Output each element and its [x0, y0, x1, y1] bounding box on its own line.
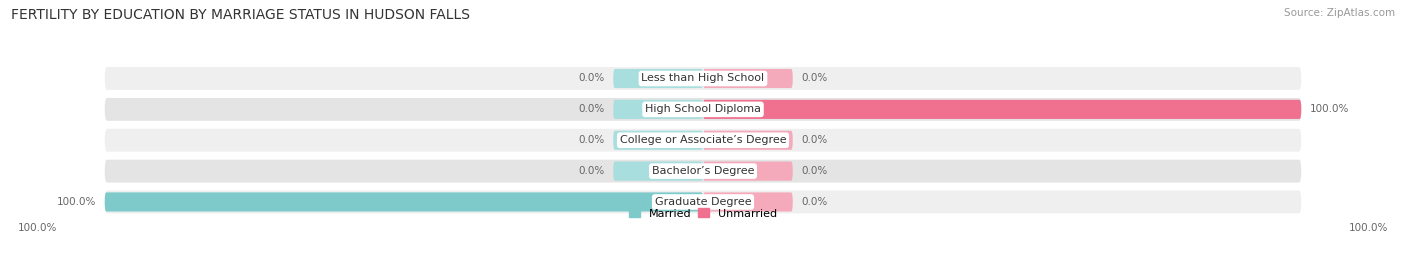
Text: College or Associate’s Degree: College or Associate’s Degree: [620, 135, 786, 145]
FancyBboxPatch shape: [613, 69, 703, 88]
FancyBboxPatch shape: [703, 192, 793, 211]
Text: 100.0%: 100.0%: [56, 197, 96, 207]
Text: FERTILITY BY EDUCATION BY MARRIAGE STATUS IN HUDSON FALLS: FERTILITY BY EDUCATION BY MARRIAGE STATU…: [11, 8, 470, 22]
Text: 0.0%: 0.0%: [801, 135, 828, 145]
Text: Source: ZipAtlas.com: Source: ZipAtlas.com: [1284, 8, 1395, 18]
Text: 100.0%: 100.0%: [1310, 104, 1350, 114]
FancyBboxPatch shape: [104, 98, 1302, 121]
Text: 0.0%: 0.0%: [801, 197, 828, 207]
FancyBboxPatch shape: [703, 100, 1302, 119]
Text: Graduate Degree: Graduate Degree: [655, 197, 751, 207]
Text: 0.0%: 0.0%: [578, 73, 605, 83]
FancyBboxPatch shape: [104, 160, 1302, 183]
Text: 100.0%: 100.0%: [18, 223, 58, 233]
FancyBboxPatch shape: [104, 67, 1302, 90]
Text: 100.0%: 100.0%: [1348, 223, 1388, 233]
FancyBboxPatch shape: [104, 129, 1302, 152]
Text: 0.0%: 0.0%: [578, 166, 605, 176]
FancyBboxPatch shape: [613, 100, 703, 119]
Text: 0.0%: 0.0%: [578, 135, 605, 145]
FancyBboxPatch shape: [703, 131, 793, 150]
FancyBboxPatch shape: [613, 161, 703, 181]
FancyBboxPatch shape: [703, 69, 793, 88]
Legend: Married, Unmarried: Married, Unmarried: [624, 204, 782, 223]
Text: 0.0%: 0.0%: [578, 104, 605, 114]
FancyBboxPatch shape: [104, 192, 703, 211]
FancyBboxPatch shape: [613, 131, 703, 150]
Text: 0.0%: 0.0%: [801, 166, 828, 176]
Text: Less than High School: Less than High School: [641, 73, 765, 83]
FancyBboxPatch shape: [703, 161, 793, 181]
Text: 0.0%: 0.0%: [801, 73, 828, 83]
FancyBboxPatch shape: [104, 190, 1302, 213]
Text: Bachelor’s Degree: Bachelor’s Degree: [652, 166, 754, 176]
Text: High School Diploma: High School Diploma: [645, 104, 761, 114]
